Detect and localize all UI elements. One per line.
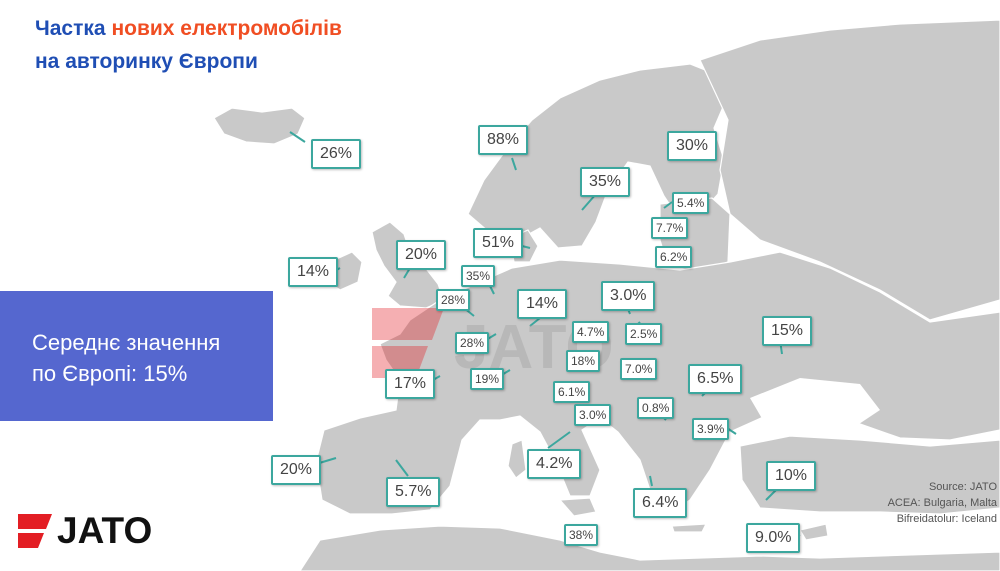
value-callout-10: 35% xyxy=(461,265,496,287)
logo-wordmark: JATO xyxy=(57,510,153,551)
value-callout-15: 28% xyxy=(455,332,490,354)
source-line-1: Source: JATO xyxy=(928,481,997,493)
crete-shape xyxy=(671,523,708,533)
value-callout-0: 26% xyxy=(311,139,362,169)
value-callout-30: 6.4% xyxy=(633,488,688,518)
value-callout-17: 2.5% xyxy=(625,323,663,345)
value-callout-22: 6.5% xyxy=(688,364,743,394)
value-callout-8: 20% xyxy=(396,240,447,270)
value-callout-11: 28% xyxy=(436,289,471,311)
value-callout-19: 19% xyxy=(470,368,505,390)
turkey-shape xyxy=(739,435,1000,515)
title-prefix: Частка xyxy=(35,17,106,40)
north-africa-shape xyxy=(299,525,1000,571)
value-callout-24: 3.0% xyxy=(574,404,612,426)
value-callout-3: 35% xyxy=(580,167,631,197)
black-sea-shape xyxy=(750,378,880,432)
map-title-line-2: на авторинку Європи xyxy=(35,50,258,73)
russia-shape xyxy=(699,19,1000,321)
average-line-2: по Європі: 15% xyxy=(32,361,188,386)
cyprus-shape xyxy=(799,523,829,541)
value-callout-4: 5.4% xyxy=(672,192,710,214)
value-callout-33: 9.0% xyxy=(746,523,801,553)
value-callout-13: 3.0% xyxy=(601,281,656,311)
value-callout-5: 7.7% xyxy=(651,217,689,239)
average-line-1: Середнє значення xyxy=(32,330,221,355)
title-accent: нових електромобілів xyxy=(111,17,342,40)
value-callout-16: 4.7% xyxy=(572,321,610,343)
value-callout-21: 7.0% xyxy=(620,358,658,380)
sicily-shape xyxy=(558,497,597,517)
value-callout-28: 20% xyxy=(271,455,322,485)
value-callout-29: 5.7% xyxy=(386,477,441,507)
sardinia-shape xyxy=(507,439,527,479)
value-callout-7: 51% xyxy=(473,228,524,258)
source-line-3: Bifreidatolur: Iceland xyxy=(896,513,997,525)
value-callout-1: 88% xyxy=(478,125,529,155)
jato-logo-mark-icon xyxy=(18,514,52,548)
map-title-line-1: Частка нових електромобілів xyxy=(35,17,342,41)
average-box: Середнє значення по Європі: 15% xyxy=(0,291,273,421)
value-callout-9: 14% xyxy=(288,257,339,287)
iceland-shape xyxy=(213,107,306,145)
value-callout-25: 0.8% xyxy=(637,397,675,419)
value-callout-6: 6.2% xyxy=(655,246,693,268)
value-callout-27: 4.2% xyxy=(527,449,582,479)
value-callout-26: 3.9% xyxy=(692,418,730,440)
value-callout-20: 18% xyxy=(566,350,601,372)
value-callout-23: 6.1% xyxy=(553,381,591,403)
value-callout-18: 17% xyxy=(385,369,436,399)
value-callout-2: 30% xyxy=(667,131,718,161)
value-callout-32: 38% xyxy=(564,524,599,546)
value-callout-14: 15% xyxy=(762,316,813,346)
source-line-2: ACEA: Bulgaria, Malta xyxy=(887,497,997,509)
value-callout-31: 10% xyxy=(766,461,817,491)
value-callout-12: 14% xyxy=(517,289,568,319)
source-note: Source: JATO ACEA: Bulgaria, Malta Bifre… xyxy=(888,479,997,527)
